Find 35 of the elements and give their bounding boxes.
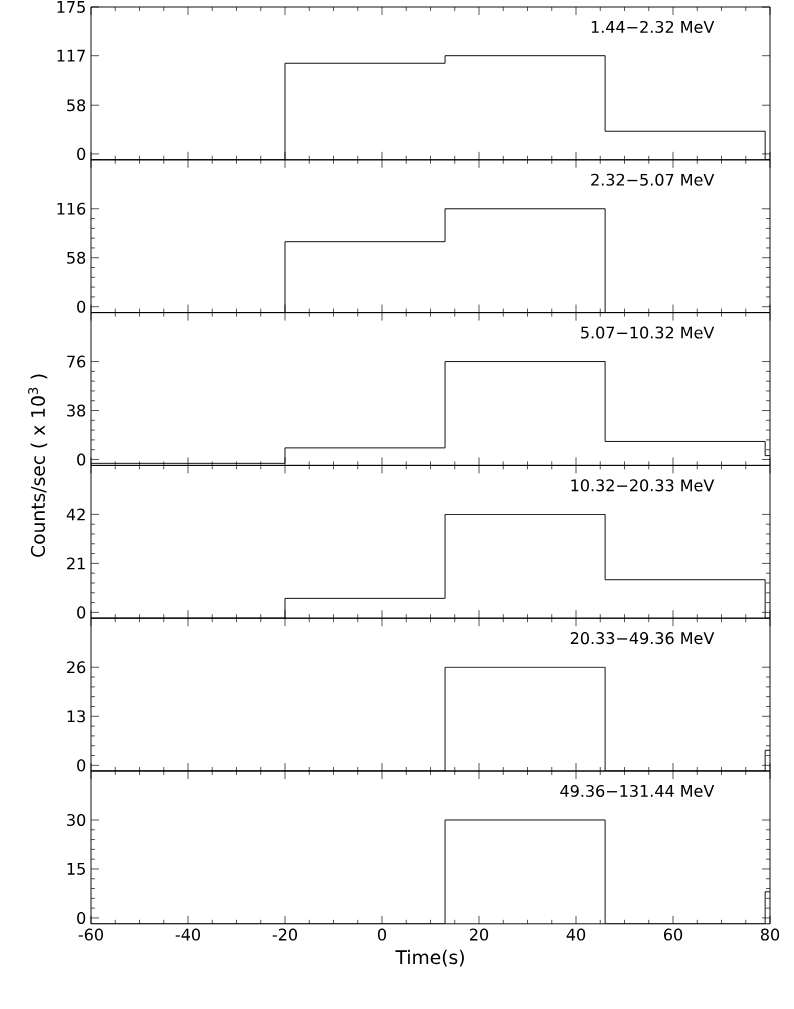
y-tick-label: 58 — [67, 99, 86, 112]
y-tick-label: 42 — [66, 508, 85, 521]
y-tick-label: 175 — [57, 1, 85, 13]
x-tick-label: -20 — [272, 928, 298, 941]
y-tick-label: 58 — [67, 251, 86, 264]
y-tick-label: 116 — [57, 202, 86, 215]
annotation: 10.32−20.33 MeV — [571, 479, 715, 492]
y-tick-label: 0 — [77, 147, 86, 160]
x-tick-label: 20 — [470, 928, 489, 941]
y-tick-label: 76 — [67, 355, 86, 368]
x-tick-label: -40 — [175, 928, 200, 941]
y-tick-label: 0 — [77, 453, 86, 466]
annotation: 1.44−2.32 MeV — [591, 20, 715, 33]
x-tick-label: 80 — [760, 928, 780, 941]
x-tick-label: -60 — [78, 928, 103, 941]
y-tick-label: 0 — [77, 300, 86, 313]
x-tick-label: 0 — [377, 928, 387, 941]
y-tick-label: 26 — [67, 661, 86, 674]
x-tick-label: 40 — [566, 928, 586, 941]
y-tick-label: 0 — [77, 759, 86, 772]
annotation: 2.32−5.07 MeV — [591, 173, 715, 186]
annotation: 5.07−10.32 MeV — [581, 326, 715, 339]
y-tick-label: 38 — [67, 404, 86, 417]
x-axis-title: Time(s) — [395, 949, 464, 967]
y-tick-label: 15 — [67, 863, 85, 875]
y-tick-label: 0 — [77, 606, 86, 619]
y-tick-label: 30 — [67, 813, 86, 827]
y-tick-label: 21 — [67, 557, 85, 570]
x-tick-label: 60 — [663, 928, 683, 941]
y-axis-title: Counts/sec ( x 10$^{3}$ ) — [28, 374, 48, 557]
annotation: 49.36−131.44 MeV — [560, 784, 715, 797]
annotation: 20.33−49.36 MeV — [570, 632, 715, 645]
y-tick-label: 0 — [77, 911, 86, 924]
y-tick-label: 13 — [67, 710, 85, 723]
y-tick-label: 117 — [57, 49, 85, 62]
